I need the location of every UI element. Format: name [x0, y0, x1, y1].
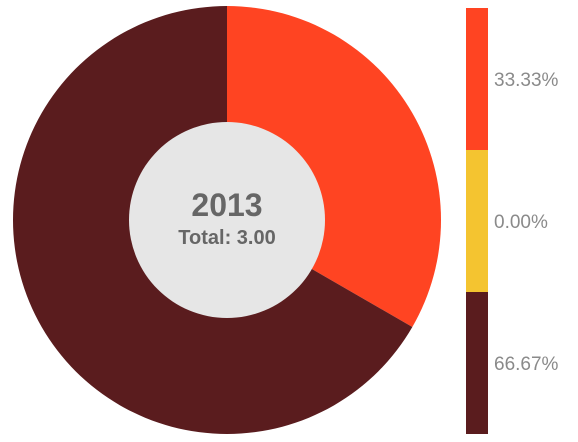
legend: 33.33% 0.00% 66.67% — [466, 8, 559, 434]
center-title: 2013 — [191, 187, 262, 223]
legend-label-2: 66.67% — [494, 354, 559, 375]
legend-swatch-2 — [466, 292, 488, 434]
legend-swatch-0 — [466, 8, 488, 150]
center-subtitle: Total: 3.00 — [178, 227, 275, 249]
legend-label-0: 33.33% — [494, 70, 559, 91]
legend-swatch-1 — [466, 150, 488, 292]
donut-center-hole — [129, 122, 325, 318]
legend-label-1: 0.00% — [494, 212, 548, 233]
